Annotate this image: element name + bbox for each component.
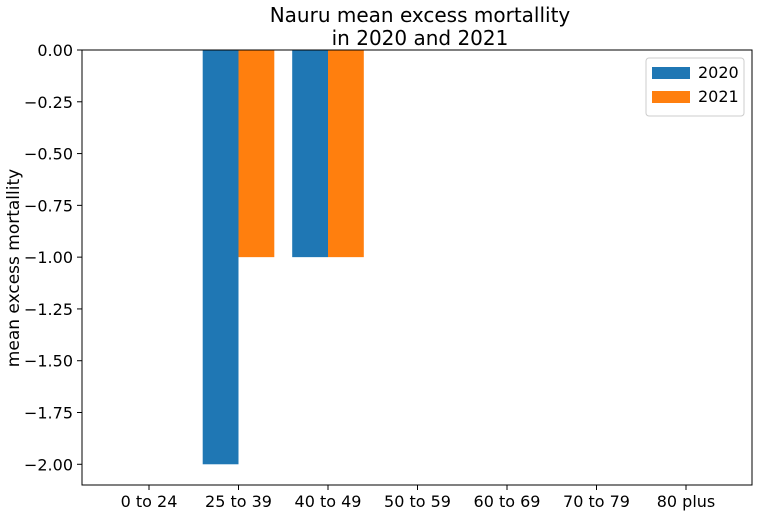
y-tick-label: −1.00 bbox=[24, 248, 73, 267]
y-tick-label: −0.25 bbox=[24, 93, 73, 112]
x-axis-ticks: 0 to 24 25 to 39 40 to 49 50 to 59 60 to 69 7… bbox=[121, 485, 716, 511]
x-tick-label: 80 plus bbox=[657, 492, 716, 511]
x-tick-label: 0 to 24 bbox=[121, 492, 178, 511]
chart-title-line-1: Nauru mean excess mortallity bbox=[270, 3, 571, 27]
legend: 2020 2021 bbox=[645, 57, 745, 117]
bar-2021-40-to-49 bbox=[328, 50, 364, 258]
chart-title-line-2: in 2020 and 2021 bbox=[332, 26, 509, 50]
legend-label-2021: 2021 bbox=[698, 87, 739, 106]
y-tick-label: 0.00 bbox=[37, 41, 73, 60]
y-tick-label: −1.75 bbox=[24, 404, 73, 423]
bars-group bbox=[202, 50, 364, 465]
y-tick-label: −2.00 bbox=[24, 455, 73, 474]
bar-2020-25-to-39 bbox=[202, 50, 239, 465]
y-axis-ticks: 0.00 −0.25 −0.50 −0.75 −1.00 −1.25 −1.50 −1.75 −… bbox=[24, 41, 82, 474]
legend-swatch-2021 bbox=[652, 91, 690, 103]
bar-2021-25-to-39 bbox=[238, 50, 275, 258]
legend-swatch-2020 bbox=[652, 67, 690, 79]
bar-2020-40-to-49 bbox=[292, 50, 328, 258]
y-tick-label: −1.50 bbox=[24, 352, 73, 371]
x-tick-label: 40 to 49 bbox=[295, 492, 362, 511]
y-tick-label: −0.75 bbox=[24, 196, 73, 215]
x-tick-label: 60 to 69 bbox=[474, 492, 541, 511]
y-tick-label: −0.50 bbox=[24, 145, 73, 164]
legend-label-2020: 2020 bbox=[698, 63, 739, 82]
plot-frame bbox=[81, 49, 753, 486]
x-tick-label: 25 to 39 bbox=[205, 492, 272, 511]
y-axis-label: mean excess mortallity bbox=[4, 169, 24, 367]
x-tick-label: 70 to 79 bbox=[563, 492, 630, 511]
y-tick-label: −1.25 bbox=[24, 300, 73, 319]
x-tick-label: 50 to 59 bbox=[384, 492, 451, 511]
